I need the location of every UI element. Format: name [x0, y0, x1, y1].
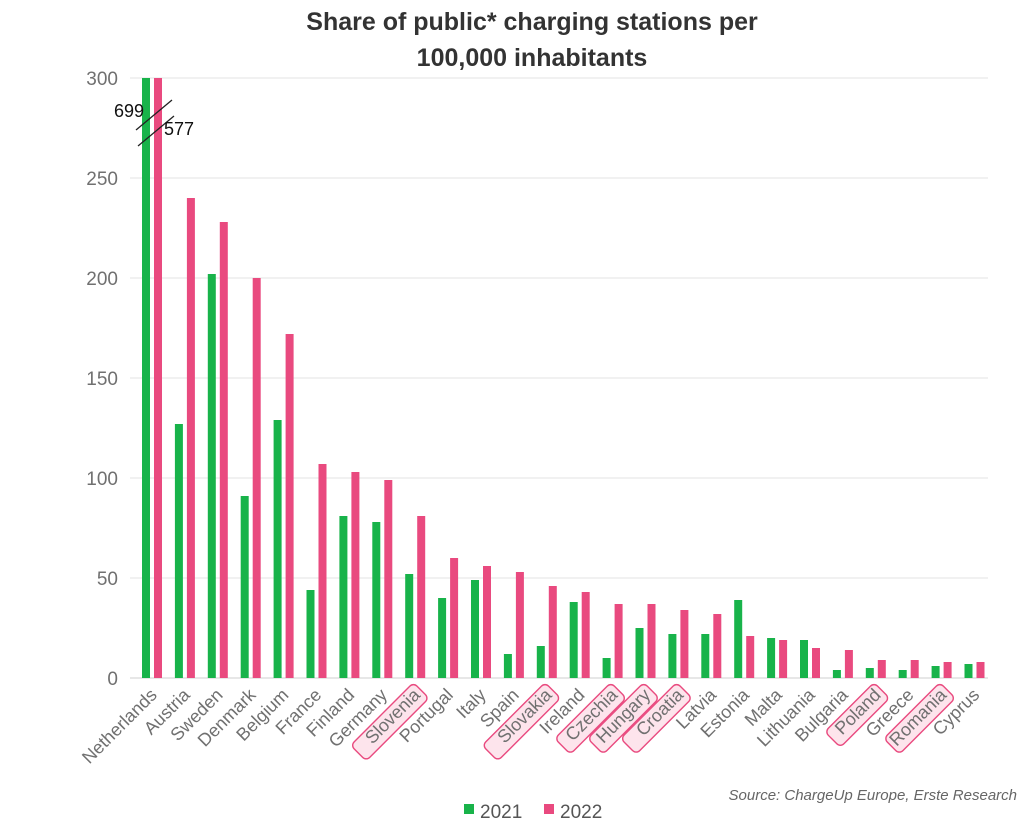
bar-2021-slovenia	[405, 574, 414, 678]
y-tick-label: 100	[86, 469, 118, 490]
bar-2021-france	[306, 590, 315, 678]
bar-2022-sweden	[219, 222, 228, 678]
bar-2021-romania	[931, 666, 940, 678]
y-tick-label: 300	[86, 69, 118, 90]
legend-swatch-2021	[464, 804, 474, 814]
legend: 2021 2022	[464, 802, 602, 823]
highlight-box-slovakia	[483, 683, 560, 760]
bar-2021-germany	[372, 522, 381, 678]
y-axis: 0 50 100 150 200 250 300	[86, 69, 118, 690]
bar-2021-italy	[471, 580, 479, 678]
source-note: Source: ChargeUp Europe, Erste Research	[729, 787, 1017, 804]
bar-2022-bulgaria	[844, 650, 853, 678]
bar-2022-austria	[186, 198, 195, 678]
bar-2021-denmark	[240, 496, 249, 678]
chart-title-line-1: Share of public* charging stations per	[306, 8, 758, 36]
highlight-box-hungary	[589, 683, 658, 753]
highlight-box-slovenia	[352, 683, 428, 760]
bar-2022-slovenia	[417, 516, 426, 678]
bar-2022-cyprus	[976, 662, 985, 678]
bar-2021-finland	[339, 516, 348, 678]
bar-2021-latvia	[701, 634, 710, 678]
bar-2022-italy	[483, 566, 491, 678]
bar-2022-germany	[384, 480, 393, 678]
bar-2022-portugal	[450, 558, 459, 678]
bar-2021-poland	[865, 668, 874, 678]
bar-2022-spain	[515, 572, 524, 678]
bar-2021-slovakia	[536, 646, 545, 678]
bar-2022-romania	[943, 662, 952, 678]
bar-2022-latvia	[713, 614, 722, 678]
bar-2022-hungary	[647, 604, 656, 678]
bar-2021-croatia	[668, 634, 677, 678]
bar-2021-netherlands	[142, 78, 150, 678]
bar-2022-ireland	[581, 592, 590, 678]
legend-label-2021: 2021	[480, 802, 522, 823]
break-label-2022: 577	[164, 119, 194, 139]
bar-2022-denmark	[252, 278, 261, 678]
bar-2022-estonia	[746, 636, 755, 678]
bar-2021-hungary	[635, 628, 644, 678]
highlight-box-czechia	[556, 683, 626, 753]
bar-2021-malta	[767, 638, 776, 678]
y-tick-label: 0	[107, 669, 118, 690]
bar-2021-spain	[503, 654, 512, 678]
axis-break: 699 577	[114, 99, 194, 147]
bar-2022-netherlands	[154, 78, 162, 678]
highlight-box-poland	[826, 683, 889, 746]
highlight-box-romania	[885, 683, 955, 753]
bar-2022-finland	[351, 472, 360, 678]
bar-2021-greece	[898, 670, 907, 678]
break-label-2021: 699	[114, 101, 144, 121]
break-line-2	[137, 115, 175, 147]
bar-2022-slovakia	[548, 586, 557, 678]
bar-2021-belgium	[273, 420, 282, 678]
bar-2021-austria	[174, 424, 183, 678]
legend-label-2022: 2022	[560, 802, 602, 823]
x-axis: NetherlandsAustriaSwedenDenmarkBelgiumFr…	[78, 683, 983, 767]
y-tick-label: 50	[97, 569, 118, 590]
legend-swatch-2022	[544, 804, 554, 814]
y-tick-label: 200	[86, 269, 118, 290]
bar-2022-belgium	[285, 334, 294, 678]
bar-2022-czechia	[614, 604, 623, 678]
bar-2021-cyprus	[964, 664, 973, 678]
bar-2022-greece	[910, 660, 919, 678]
bars	[142, 78, 985, 678]
bar-2021-lithuania	[800, 640, 808, 678]
bar-2021-ireland	[569, 602, 578, 678]
chart-title-line-2: 100,000 inhabitants	[417, 44, 648, 72]
bar-2022-malta	[779, 640, 788, 678]
gridlines	[130, 77, 988, 679]
bar-2022-poland	[877, 660, 886, 678]
bar-2021-portugal	[438, 598, 447, 678]
bar-2021-sweden	[207, 274, 216, 678]
highlight-box-croatia	[621, 683, 691, 753]
bar-2022-croatia	[680, 610, 689, 678]
y-tick-label: 150	[86, 369, 118, 390]
y-tick-label: 250	[86, 169, 118, 190]
bar-2022-france	[318, 464, 327, 678]
break-line-1	[135, 99, 173, 131]
bar-2021-bulgaria	[832, 670, 841, 678]
bar-2022-lithuania	[812, 648, 820, 678]
bar-2021-estonia	[734, 600, 743, 678]
bar-2021-czechia	[602, 658, 611, 678]
